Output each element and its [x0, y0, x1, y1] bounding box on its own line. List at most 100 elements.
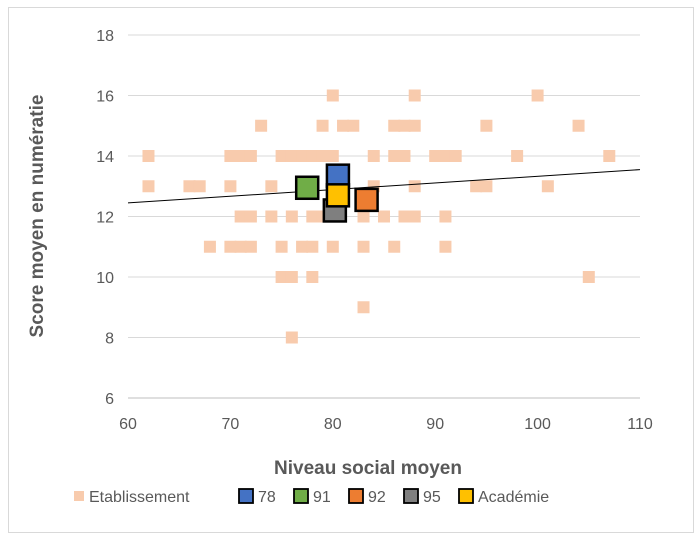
etablissement-point — [337, 119, 350, 132]
etablissement-point — [367, 150, 380, 162]
etablissement-point — [449, 150, 462, 162]
y-tick-label: 10 — [96, 270, 114, 287]
etablissement-point — [244, 150, 257, 162]
etablissement-point — [224, 180, 237, 193]
y-tick-label: 6 — [105, 391, 114, 408]
legend-label: 95 — [423, 489, 441, 506]
legend-label: Académie — [478, 489, 549, 506]
etablissement-point — [326, 150, 339, 162]
y-tick-label: 18 — [96, 28, 114, 45]
x-tick-label: 60 — [119, 416, 137, 433]
etablissement-point — [398, 150, 411, 162]
legend-marker — [458, 488, 474, 504]
etablissement-point — [603, 150, 616, 162]
point-91 — [294, 175, 320, 201]
etablissement-point — [408, 89, 421, 102]
x-tick-label: 90 — [426, 416, 444, 433]
etablissement-point — [234, 240, 247, 253]
etablissement-point — [234, 150, 247, 162]
point-92 — [354, 187, 379, 213]
etablissement-point — [255, 119, 268, 132]
y-axis-title: Score moyen en numératie — [27, 95, 48, 338]
etablissement-point — [388, 150, 401, 162]
data-points — [142, 89, 616, 344]
x-tick-label: 110 — [627, 416, 653, 433]
etablissement-point — [142, 150, 155, 162]
etablissement-point — [244, 240, 257, 253]
etablissement-point — [347, 119, 360, 132]
etablissement-point — [224, 150, 237, 162]
etablissement-point — [357, 210, 370, 223]
etablissement-point — [306, 271, 319, 283]
etablissement-point — [306, 240, 319, 253]
x-tick-label: 80 — [324, 416, 342, 433]
trendline-layer — [127, 169, 641, 204]
legend-label: Etablissement — [89, 489, 190, 506]
etablissement-point — [357, 301, 370, 314]
etablissement-point — [357, 240, 370, 253]
etablissement-point — [388, 119, 401, 132]
etablissement-point — [306, 210, 319, 223]
legend-marker — [238, 488, 254, 504]
etablissement-point — [439, 210, 452, 223]
etablissement-point — [582, 271, 595, 283]
etablissement-point — [183, 180, 196, 193]
x-tick-label: 100 — [524, 416, 551, 433]
etablissement-point — [439, 240, 452, 253]
y-tick-label: 12 — [96, 210, 114, 227]
etablissement-point — [275, 271, 288, 283]
etablissement-point — [429, 150, 442, 162]
etablissement-point — [296, 240, 309, 253]
legend: Etablissement 78 91 92 95 Académie — [74, 488, 549, 506]
legend-marker — [403, 488, 419, 504]
legend-label: 91 — [313, 489, 331, 506]
etablissement-point — [275, 240, 288, 253]
chart-area — [8, 7, 694, 533]
legend-label: 78 — [258, 489, 276, 506]
etablissement-point — [439, 150, 452, 162]
etablissement-point — [541, 180, 554, 193]
etablissement-point — [511, 150, 524, 162]
etablissement-point — [480, 119, 493, 132]
etablissement-point — [326, 240, 339, 253]
etablissement-point — [378, 210, 390, 223]
x-tick-label: 70 — [222, 416, 240, 433]
etablissement-point — [408, 119, 421, 132]
highlight-points — [294, 163, 379, 223]
etablissement-point — [326, 89, 339, 102]
y-tick-label: 8 — [105, 331, 114, 348]
gridlines — [128, 34, 640, 338]
etablissement-point — [306, 150, 319, 162]
trendline — [127, 169, 641, 204]
etablissement-point — [224, 240, 237, 253]
point-acad-mie — [325, 183, 351, 208]
etablissement-point — [265, 180, 278, 193]
legend-marker — [348, 488, 364, 504]
etablissement-point — [265, 210, 278, 223]
legend-label: 92 — [368, 489, 386, 506]
etablissement-point — [193, 180, 206, 193]
x-axis-title: Niveau social moyen — [274, 458, 462, 479]
etablissement-point — [470, 180, 483, 193]
etablissement-point — [285, 150, 298, 162]
etablissement-point — [398, 210, 411, 223]
etablissement-point — [244, 210, 257, 223]
legend-marker — [293, 488, 309, 504]
etablissement-point — [285, 271, 298, 283]
etablissement-point — [234, 210, 247, 223]
etablissement-point — [316, 119, 329, 132]
etablissement-point — [408, 180, 421, 193]
etablissement-point — [408, 210, 421, 223]
etablissement-point — [531, 89, 544, 102]
etablissement-point — [285, 210, 298, 223]
y-tick-label: 16 — [96, 89, 114, 106]
etablissement-point — [275, 150, 288, 162]
etablissement-point — [285, 331, 298, 344]
etablissement-point — [398, 119, 411, 132]
etablissement-point — [388, 240, 401, 253]
etablissement-point — [480, 180, 493, 193]
etablissement-point — [296, 150, 309, 162]
tick-labels: 6 8 10 12 14 16 18 60 70 80 90 100 110 — [96, 28, 653, 433]
etablissement-point — [203, 240, 216, 253]
